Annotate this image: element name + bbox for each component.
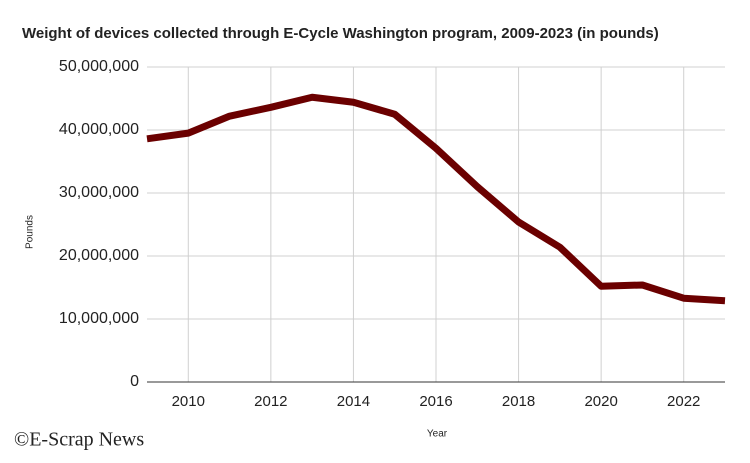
y-axis-label: Pounds	[25, 215, 36, 249]
x-tick-label: 2014	[337, 393, 370, 410]
chart-title: Weight of devices collected through E-Cy…	[22, 25, 659, 42]
x-tick-label: 2012	[254, 393, 287, 410]
y-tick-label: 40,000,000	[59, 121, 139, 138]
y-tick-label: 50,000,000	[59, 58, 139, 75]
x-axis-label: Year	[427, 429, 448, 440]
y-tick-label: 0	[130, 373, 139, 390]
y-tick-label: 10,000,000	[59, 310, 139, 327]
data-line	[146, 93, 726, 305]
x-tick-label: 2022	[667, 393, 700, 410]
x-tick-label: 2010	[172, 393, 205, 410]
y-tick-label: 20,000,000	[59, 247, 139, 264]
watermark: ©E-Scrap News	[14, 429, 144, 451]
x-tick-label: 2016	[419, 393, 452, 410]
y-tick-label: 30,000,000	[59, 184, 139, 201]
x-tick-label: 2020	[584, 393, 617, 410]
x-tick-label: 2018	[502, 393, 535, 410]
